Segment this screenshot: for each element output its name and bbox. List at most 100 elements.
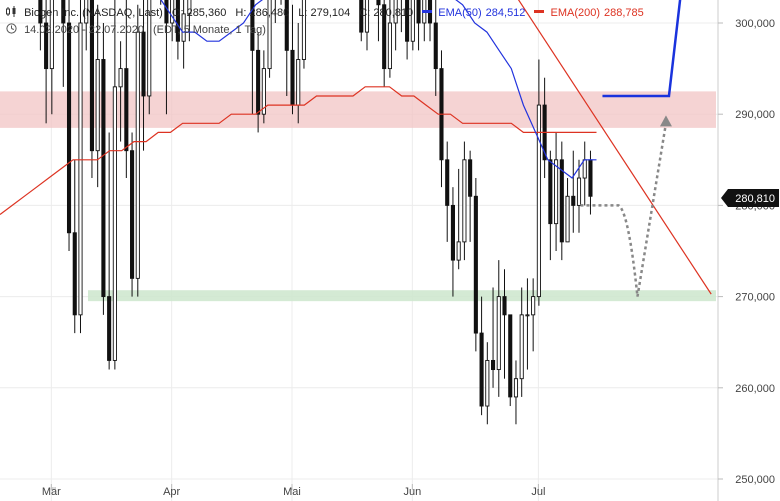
candle-body xyxy=(496,296,501,371)
candle-body xyxy=(261,68,266,115)
candle-body xyxy=(72,232,77,316)
x-tick-label: Apr xyxy=(163,486,180,498)
ema200-value: 288,785 xyxy=(604,7,644,19)
close-value: C: 280,810 xyxy=(359,7,414,19)
candle-body xyxy=(456,241,461,261)
candle-body xyxy=(107,296,112,361)
support-zone xyxy=(88,290,716,302)
y-tick-label: 260,000 xyxy=(735,383,775,395)
candle-body xyxy=(250,0,255,51)
candle-body xyxy=(445,159,450,206)
candlestick-icon xyxy=(6,6,16,17)
ema-lines xyxy=(0,0,597,215)
candle-body xyxy=(296,59,301,106)
candle-body xyxy=(508,314,513,398)
axes: 250,000260,000270,000280,000290,000300,0… xyxy=(42,0,779,501)
trendline xyxy=(517,0,712,295)
candle-body xyxy=(181,13,186,42)
open-value: O: 285,360 xyxy=(171,7,227,19)
header-row-1: Biogen Inc. (NASDAQ, Last) O: 285,360 H:… xyxy=(6,6,650,19)
y-tick-label: 300,000 xyxy=(735,18,775,30)
ema200-label: EMA(200) xyxy=(550,7,601,19)
candle-body xyxy=(359,0,364,33)
candle-body xyxy=(170,0,175,24)
candle-body xyxy=(405,0,410,42)
candle-body xyxy=(491,359,496,371)
ema200-legend-swatch xyxy=(534,7,550,19)
date-range: 14.02.2020 - 22.07.2020 xyxy=(24,24,144,36)
candle-body xyxy=(175,0,180,42)
candle-body xyxy=(267,0,272,70)
candle-body xyxy=(38,0,43,24)
candle-body xyxy=(416,0,421,24)
candle-body xyxy=(301,0,307,60)
candles xyxy=(38,0,593,425)
low-value: L: 279,104 xyxy=(298,7,351,19)
candle-body xyxy=(565,195,570,243)
x-tick-label: Jul xyxy=(531,486,545,498)
candle-body xyxy=(84,0,89,24)
candle-body xyxy=(78,22,83,316)
candle-body xyxy=(387,22,392,70)
candle-body xyxy=(364,0,370,33)
candle-body xyxy=(49,0,54,70)
candle-body xyxy=(147,0,152,97)
ema200-line xyxy=(0,86,597,215)
candle-body xyxy=(473,195,478,334)
candle-body xyxy=(112,86,117,361)
candle-body xyxy=(256,49,261,115)
forecast-gray-down-arrowhead xyxy=(659,115,672,127)
clock-icon xyxy=(6,23,17,34)
candle-body xyxy=(376,0,381,6)
candle-body xyxy=(187,0,192,15)
y-tick-label: 290,000 xyxy=(735,109,775,121)
candle-body xyxy=(485,359,490,407)
candle-body xyxy=(559,159,564,243)
ema50-line xyxy=(160,0,597,179)
candle-body xyxy=(582,159,587,179)
forecast-blue-path xyxy=(602,0,682,98)
candle-body xyxy=(118,68,123,88)
resistance-zone xyxy=(0,91,716,128)
ema50-value: 284,512 xyxy=(485,7,526,19)
y-tick-label: 250,000 xyxy=(735,474,775,486)
last-price-tag xyxy=(721,189,779,208)
candle-body xyxy=(531,296,536,316)
symbol-title: Biogen Inc. (NASDAQ, Last) xyxy=(24,7,163,19)
candle-body xyxy=(164,0,169,24)
candle-body xyxy=(576,177,582,206)
candle-body xyxy=(66,22,72,234)
candle-body xyxy=(502,296,507,316)
zones xyxy=(0,91,716,302)
candle-body xyxy=(433,22,438,70)
candle-body xyxy=(554,159,559,225)
annotations xyxy=(517,0,712,297)
candle-body xyxy=(548,159,553,225)
candle-body xyxy=(382,4,387,70)
candle-body xyxy=(393,0,398,24)
candle-body xyxy=(44,22,49,70)
candle-body xyxy=(61,0,66,24)
candle-body xyxy=(536,104,541,298)
candle-body xyxy=(525,314,530,317)
candle-body xyxy=(124,68,129,152)
candle-body xyxy=(479,332,484,407)
last-price-label: 280,810 xyxy=(735,193,775,205)
ema50-legend-swatch xyxy=(422,7,438,19)
x-tick-label: Jun xyxy=(403,486,421,498)
candle-body xyxy=(468,159,473,197)
candle-body xyxy=(290,49,295,106)
candle-body xyxy=(462,159,467,243)
candle-body xyxy=(95,59,100,152)
candle-body xyxy=(588,159,593,197)
candle-body xyxy=(571,195,576,206)
candle-body xyxy=(513,378,519,398)
candle-body xyxy=(519,314,524,380)
candle-body xyxy=(89,0,94,152)
candle-body xyxy=(410,0,415,42)
ema50-label: EMA(50) xyxy=(438,7,482,19)
header-row-2: 14.02.2020 - 22.07.2020 (EDT, 5 Monate, … xyxy=(6,23,272,36)
timezone-info: (EDT, 5 Monate, 1 Tag) xyxy=(153,24,266,36)
